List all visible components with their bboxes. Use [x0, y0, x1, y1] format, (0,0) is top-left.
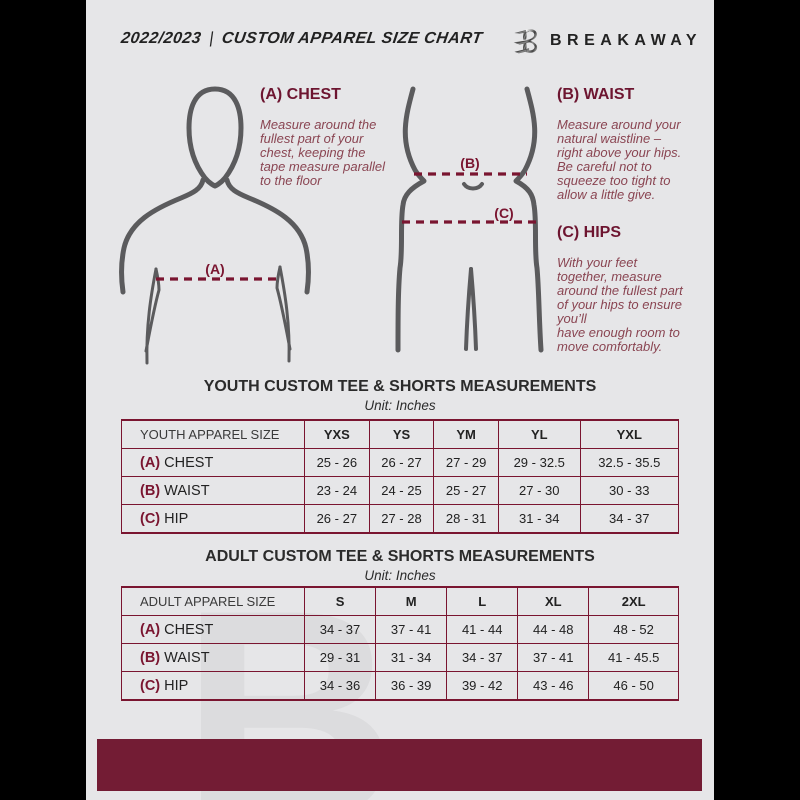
- svg-text:(B): (B): [460, 155, 479, 171]
- svg-text:(C): (C): [494, 205, 513, 221]
